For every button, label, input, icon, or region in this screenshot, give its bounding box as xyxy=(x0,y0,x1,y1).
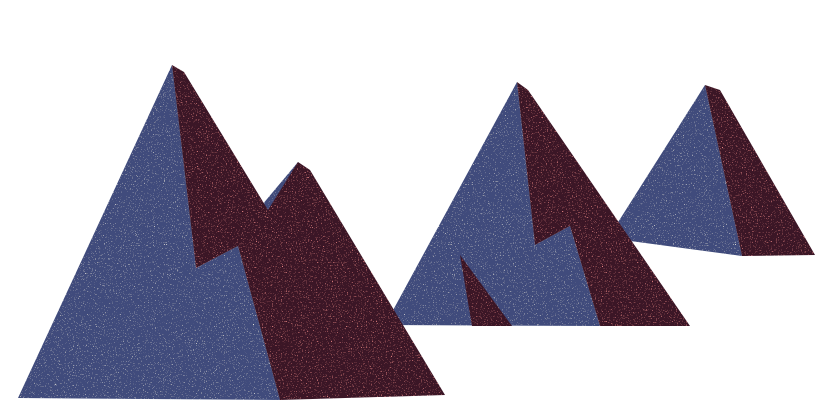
pyramid-far-right xyxy=(608,85,815,256)
pyramid-face-shadow xyxy=(172,65,445,400)
pyramid-middle-right xyxy=(385,82,690,326)
pyramid-face-shadow xyxy=(517,82,690,326)
pyramid-face-shadow xyxy=(705,85,815,256)
pyramid-left-big xyxy=(18,65,445,400)
pyramid-face-lit xyxy=(608,85,742,256)
pyramid-face-lit xyxy=(385,82,600,326)
pyramid-small-shadow xyxy=(460,255,512,326)
pyramid-face-lit xyxy=(18,65,280,400)
